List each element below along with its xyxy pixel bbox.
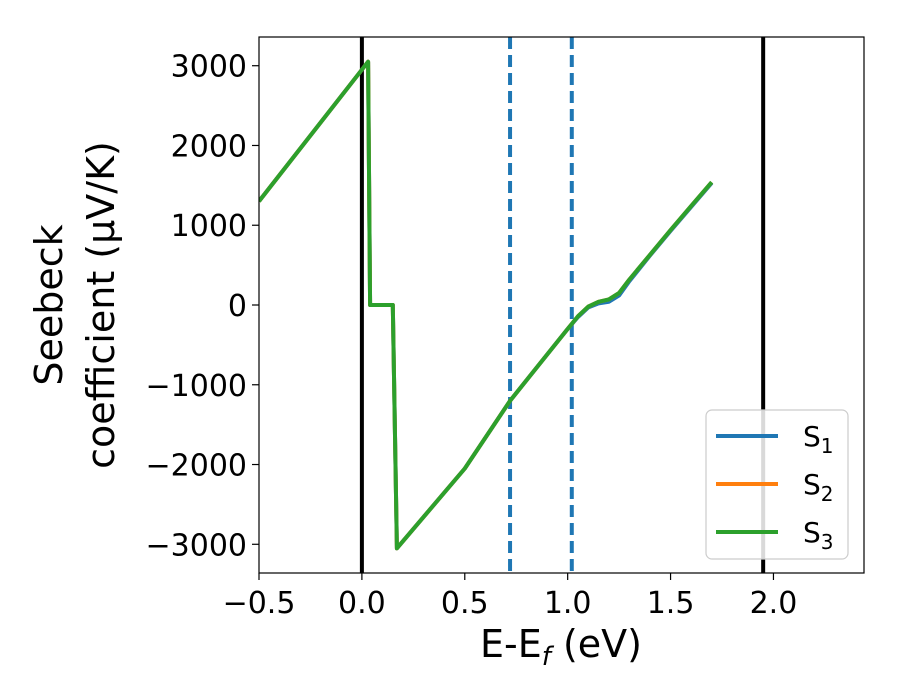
y-tick-label: 1000 (171, 209, 247, 244)
y-tick-label: −3000 (146, 528, 247, 563)
y-axis-label: Seebeck coefficient (μV/K) (27, 141, 123, 469)
y-tick-label: −1000 (146, 369, 247, 404)
y-tick-label: 0 (228, 289, 247, 324)
x-tick-label: 0.5 (441, 586, 489, 621)
x-tick-label: 1.0 (544, 586, 592, 621)
x-tick-label: 1.5 (647, 586, 695, 621)
y-axis-label-line2: coefficient (μV/K) (79, 141, 123, 469)
series-line-2 (259, 59, 714, 551)
y-axis-label-line1: Seebeck (27, 224, 71, 385)
x-tick-label: −0.5 (223, 586, 296, 621)
reference-lines (359, 37, 766, 573)
series-lines (259, 59, 714, 551)
y-tick-label: −2000 (146, 449, 247, 484)
x-tick-label: 2.0 (750, 586, 798, 621)
legend: S1 S2 S3 (705, 409, 849, 560)
legend-label-3: S3 (803, 516, 834, 554)
series-line-1 (259, 59, 714, 551)
x-axis-label-main: E-E (480, 622, 542, 666)
x-axis-ticks: −0.5 0.0 0.5 1.0 1.5 2.0 (223, 573, 798, 621)
legend-label-1: S1 (803, 420, 834, 458)
x-axis-label: E-Ef (eV) (480, 622, 642, 672)
series-line-3 (259, 59, 714, 551)
y-axis-ticks: −3000 −2000 −1000 0 1000 2000 3000 (146, 50, 259, 563)
legend-label-2: S2 (803, 468, 834, 506)
x-axis-label-unit: (eV) (551, 622, 642, 666)
x-tick-label: 0.0 (338, 586, 386, 621)
y-tick-label: 2000 (171, 129, 247, 164)
y-tick-label: 3000 (171, 50, 247, 85)
